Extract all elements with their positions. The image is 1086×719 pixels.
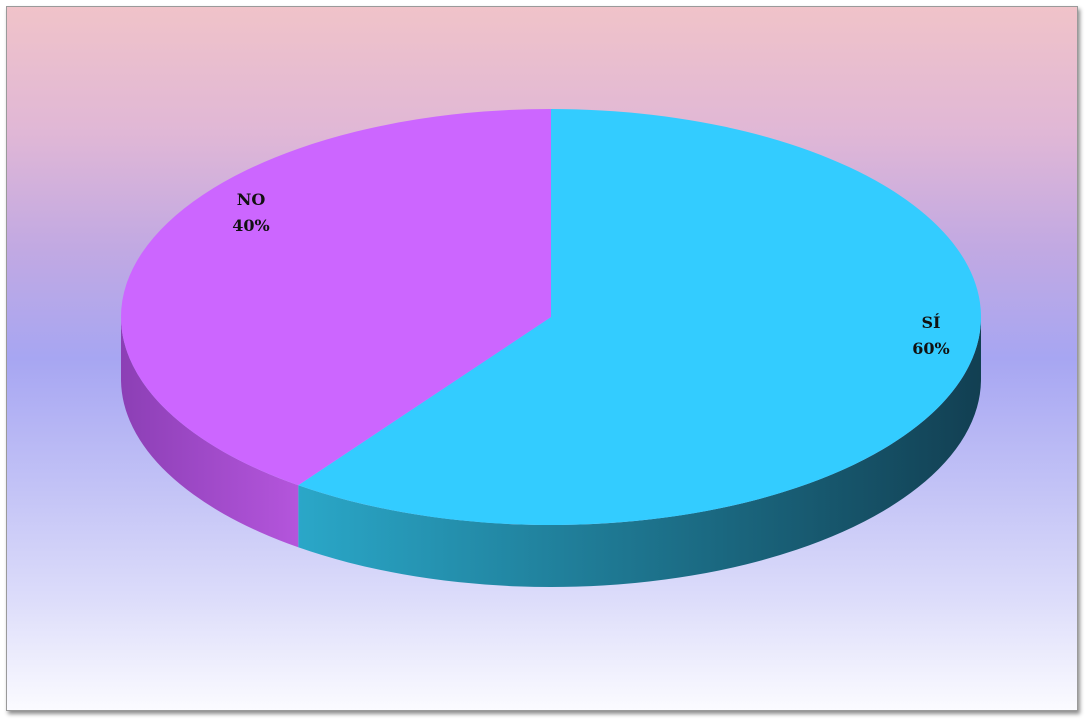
label-si-category: SÍ xyxy=(921,312,940,332)
chart-frame: NO 40% SÍ 60% xyxy=(6,6,1078,711)
label-no-percent: 40% xyxy=(232,216,269,235)
pie-sides xyxy=(121,317,982,587)
pie-tops xyxy=(120,109,981,525)
pie-side-no xyxy=(121,317,299,548)
pie-slice-sí xyxy=(298,109,981,525)
pie-side-sí xyxy=(298,317,982,587)
pie-slice-no xyxy=(120,109,551,486)
label-si-percent: 60% xyxy=(912,339,949,358)
pie-chart: NO 40% SÍ 60% xyxy=(120,109,982,587)
label-no-category: NO xyxy=(237,190,266,209)
